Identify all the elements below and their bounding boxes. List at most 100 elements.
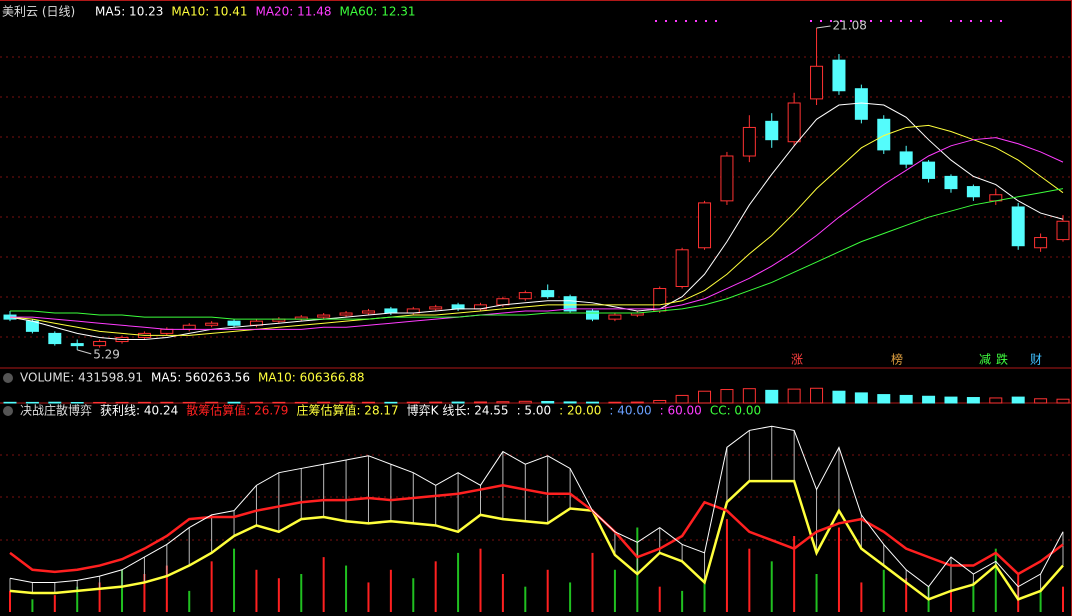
candle-body: [854, 88, 868, 120]
volume-bar: [720, 389, 734, 404]
dot: [820, 20, 822, 22]
dot: [870, 20, 872, 22]
volume-bar: [586, 401, 600, 404]
annotation: 5.29: [93, 347, 120, 361]
candle-body: [227, 320, 241, 326]
indicator-line: [9, 425, 1064, 588]
legend-entry: MA20: 11.48: [255, 5, 331, 19]
volume-bar: [630, 401, 644, 404]
legend-entry: MA5: 10.23: [95, 5, 163, 19]
candle-body: [182, 324, 196, 330]
legend-entry: 庄筹估算值: 28.17: [296, 403, 398, 418]
dot: [695, 20, 697, 22]
marker: 跌: [996, 352, 1008, 367]
legend-entry: 决战庄散博弈: [20, 403, 92, 418]
dot: [665, 20, 667, 22]
dot: [960, 20, 962, 22]
candle-body: [675, 249, 689, 287]
dot: [890, 20, 892, 22]
candle-body: [93, 341, 107, 347]
volume-bar: [227, 401, 241, 404]
legend-entry: CC: 0.00: [710, 404, 761, 418]
volume-bar: [922, 395, 936, 404]
indicator-line: [9, 484, 1064, 576]
legend-entry: MA60: 12.31: [340, 5, 416, 19]
candle-body: [877, 118, 891, 151]
marker: 榜: [891, 352, 903, 367]
dot: [900, 20, 902, 22]
volume-bar: [384, 401, 398, 404]
panel-icon: [3, 373, 13, 383]
dot: [810, 20, 812, 22]
candle-body: [787, 102, 801, 143]
volume-bar: [137, 401, 151, 404]
dot: [715, 20, 717, 22]
volume-bar: [698, 390, 712, 404]
dot: [910, 20, 912, 22]
volume-bar: [317, 401, 331, 404]
candle-body: [899, 151, 913, 165]
candle-body: [451, 304, 465, 310]
candle-body: [429, 306, 443, 310]
dot: [840, 20, 842, 22]
candle-body: [317, 314, 331, 318]
candle-body: [160, 328, 174, 334]
dot: [655, 20, 657, 22]
volume-bar: [944, 396, 958, 404]
candle-body: [541, 290, 555, 298]
dot: [830, 20, 832, 22]
dot: [880, 20, 882, 22]
candle-body: [339, 312, 353, 316]
volume-bar: [787, 388, 801, 404]
panel-icon: [3, 406, 13, 416]
volume-bar: [877, 394, 891, 404]
volume-bar: [429, 401, 443, 404]
volume-bar: [294, 401, 308, 404]
volume-bar: [115, 401, 129, 404]
dot: [980, 20, 982, 22]
dot: [950, 20, 952, 22]
candle-body: [586, 310, 600, 320]
volume-bar: [48, 401, 62, 404]
volume-bar: [989, 397, 1003, 404]
volume-bar: [653, 399, 667, 404]
candle-body: [1056, 220, 1070, 241]
volume-bar: [899, 394, 913, 404]
candle-body: [922, 161, 936, 179]
volume-bar: [832, 390, 846, 404]
volume-bar: [249, 401, 263, 404]
candle-body: [653, 288, 667, 312]
legend-entry: 博弈K 线长: 24.55: [407, 403, 509, 418]
volume-bar: [3, 401, 17, 404]
volume-bar: [765, 389, 779, 404]
legend-entry: 散筹估算值: 26.79: [186, 403, 288, 418]
grid: [0, 56, 1072, 541]
candle-body: [496, 298, 510, 306]
ma-line: [10, 137, 1064, 330]
volume-bar: [1011, 396, 1025, 404]
volume-bar: [496, 401, 510, 404]
volume-bar: [1056, 398, 1070, 404]
legend-entry: : 60.00: [660, 404, 702, 418]
dot: [1000, 20, 1002, 22]
ma-line: [9, 124, 1064, 336]
candle-body: [742, 126, 756, 157]
candle-body: [810, 65, 824, 100]
volume-bar: [473, 401, 487, 404]
legend-entry: MA5: 560263.56: [151, 371, 250, 385]
volume-bar: [518, 400, 532, 404]
dot: [860, 20, 862, 22]
annotation: 21.08: [833, 18, 867, 32]
candle-body: [608, 314, 622, 320]
volume-bar: [810, 387, 824, 404]
volume-bar: [1034, 398, 1048, 404]
ma-line: [10, 188, 1064, 320]
candle-body: [48, 332, 62, 345]
legend-entry: MA10: 606366.88: [258, 371, 365, 385]
marker: 减: [979, 353, 991, 367]
candle-body: [1011, 206, 1025, 247]
marker: 涨: [791, 352, 803, 367]
marker: 财: [1030, 353, 1042, 367]
candle-body: [518, 292, 532, 300]
